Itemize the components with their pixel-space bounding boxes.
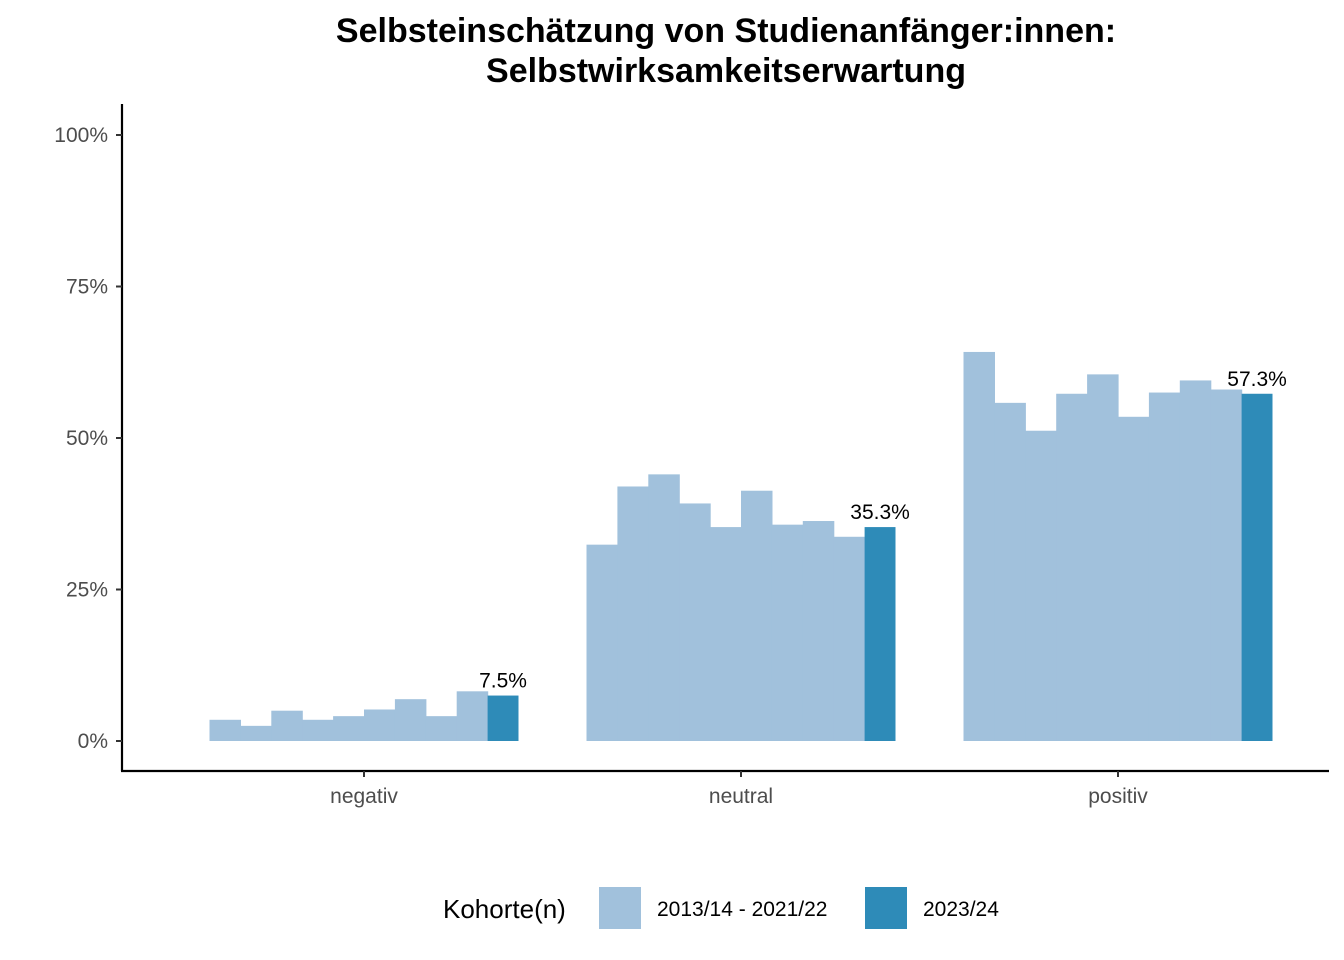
bar-positiv-historic-8 <box>1179 380 1212 741</box>
x-tick-label-positiv: positiv <box>1088 785 1148 808</box>
bar-negativ-historic-1 <box>209 719 241 741</box>
data-label-negativ: 7.5% <box>479 670 527 693</box>
legend-label-current: 2023/24 <box>923 898 999 921</box>
legend-label-historic: 2013/14 - 2021/22 <box>657 898 827 921</box>
bar-neutral-historic-4 <box>679 503 711 741</box>
bar-positiv-historic-7 <box>1148 392 1181 741</box>
data-labels-group: 7.5% 35.3% 57.3% <box>479 368 1287 693</box>
bar-negativ-historic-7 <box>394 699 427 741</box>
bar-negativ-historic-5 <box>333 716 365 741</box>
y-ticks-group: 0% 25% 50% 75% 100% <box>54 124 122 753</box>
y-tick-label: 0% <box>78 730 108 753</box>
data-label-neutral: 35.3% <box>850 501 910 524</box>
bar-positiv-historic-4 <box>1056 393 1088 741</box>
bar-negativ-historic-9 <box>456 691 489 741</box>
bar-neutral-historic-1 <box>586 544 618 741</box>
bar-negativ-historic-8 <box>425 716 458 741</box>
bar-neutral-historic-9 <box>833 536 866 741</box>
legend: Kohorte(n) 2013/14 - 2021/22 2023/24 <box>443 887 999 929</box>
bar-positiv-historic-2 <box>994 402 1026 741</box>
bar-positiv-historic-5 <box>1087 374 1119 741</box>
y-tick-label: 50% <box>66 427 108 450</box>
bar-negativ-historic-2 <box>240 725 272 741</box>
legend-title: Kohorte(n) <box>443 894 566 924</box>
x-tick-label-negativ: negativ <box>330 785 398 808</box>
bar-positiv-historic-3 <box>1025 430 1057 741</box>
bar-positiv-current <box>1241 393 1273 741</box>
bar-neutral-historic-5 <box>710 527 742 741</box>
bar-neutral-historic-6 <box>741 490 773 741</box>
bar-neutral-current <box>864 527 896 741</box>
y-tick-label: 75% <box>66 276 108 299</box>
x-ticks-group: negativ neutral positiv <box>330 771 1148 808</box>
chart-subtitle: Selbstwirksamkeitserwartung <box>486 52 966 90</box>
bar-neutral-historic-8 <box>802 521 835 741</box>
x-tick-label-neutral: neutral <box>709 785 773 808</box>
y-tick-label: 100% <box>54 124 108 147</box>
bar-negativ-current <box>487 695 519 741</box>
bar-positiv-historic-6 <box>1118 416 1150 741</box>
bars-group <box>209 351 1273 741</box>
legend-swatch-current <box>865 887 907 929</box>
bar-neutral-historic-2 <box>617 486 649 741</box>
chart-title: Selbsteinschätzung von Studienanfänger:i… <box>336 12 1116 50</box>
bar-negativ-historic-6 <box>364 709 396 741</box>
y-tick-label: 25% <box>66 579 108 602</box>
bar-negativ-historic-4 <box>302 719 334 741</box>
bar-positiv-historic-1 <box>963 351 995 741</box>
bar-neutral-historic-7 <box>771 524 804 741</box>
bar-positiv-historic-9 <box>1210 389 1243 741</box>
bar-neutral-historic-3 <box>648 474 680 741</box>
bar-negativ-historic-3 <box>271 710 303 741</box>
data-label-positiv: 57.3% <box>1227 368 1287 391</box>
legend-swatch-historic <box>599 887 641 929</box>
